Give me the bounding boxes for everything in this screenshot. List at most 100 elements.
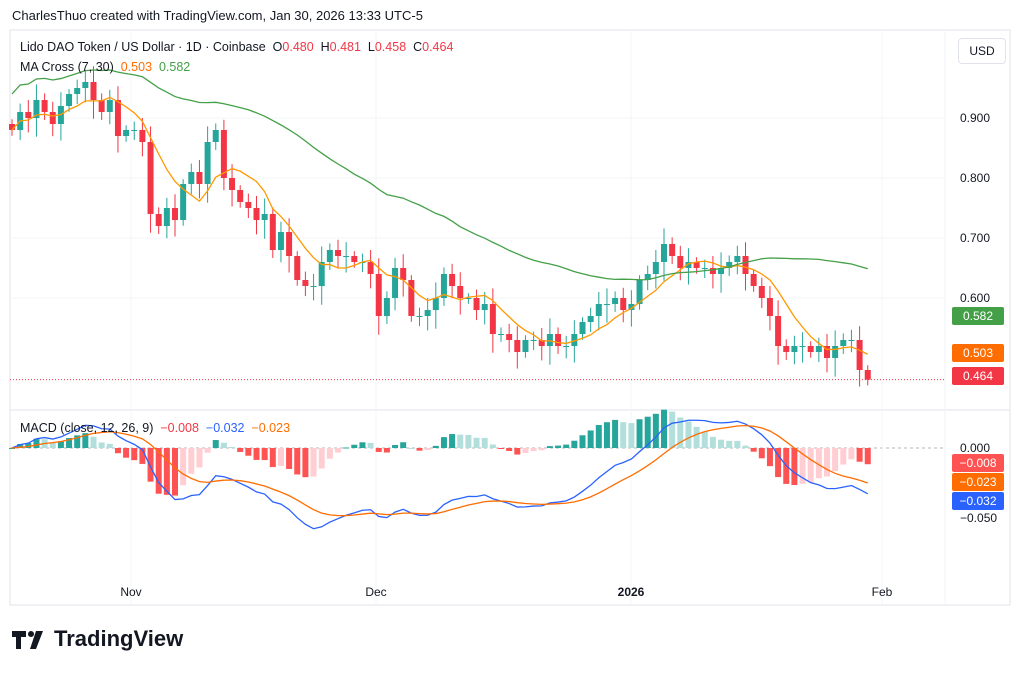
macd-histogram-bar: [473, 437, 480, 448]
macd-histogram-bar: [196, 448, 203, 468]
candle-body: [229, 178, 236, 190]
candle-body: [41, 100, 48, 112]
candle-body: [90, 82, 97, 100]
ma-fast-price-tag: 0.503: [963, 346, 993, 360]
macd-histogram-bar: [538, 448, 545, 451]
candle-body: [758, 286, 765, 298]
macd-histogram-bar: [326, 448, 333, 459]
macd-tick-label: −0.050: [960, 511, 997, 525]
candle-body: [563, 346, 570, 347]
candle-body: [473, 298, 480, 310]
candle-body: [335, 250, 341, 256]
candle-body: [766, 298, 773, 316]
macd-signal-value: −0.023: [251, 421, 291, 435]
macd-line-tag-bg: [952, 492, 1004, 510]
candle-body: [799, 346, 806, 347]
candle-body: [343, 256, 350, 257]
macd-histogram-bar: [546, 446, 553, 448]
macd-histogram-bar: [848, 448, 855, 460]
candle-body: [123, 130, 130, 136]
macd-histogram-bar: [693, 426, 700, 448]
macd-histogram-bar: [571, 440, 578, 448]
macd-histogram-bar: [90, 436, 97, 448]
macd-histogram-bar: [734, 440, 741, 448]
candle-body: [514, 340, 521, 352]
macd-histogram-bar: [832, 448, 839, 471]
macd-tick-label: 0.000: [960, 441, 990, 455]
candle-body: [848, 340, 855, 341]
candle-body: [481, 304, 488, 310]
candle-body: [163, 208, 170, 226]
candle-body: [237, 190, 244, 202]
candle-body: [114, 100, 121, 136]
macd-histogram-bar: [172, 448, 178, 496]
macd-histogram-bar: [49, 442, 56, 448]
candle-body: [392, 268, 399, 298]
macd-histogram-bar: [595, 425, 602, 448]
macd-histogram-bar: [139, 448, 146, 464]
candle-body: [718, 268, 725, 274]
close-label: C: [413, 40, 423, 54]
macd-histogram-bar: [815, 448, 822, 479]
macd-histogram-bar: [612, 419, 619, 448]
macd-histogram-bar: [701, 431, 708, 448]
price-tick-label: 0.900: [960, 111, 990, 125]
time-tick-label: Feb: [872, 585, 893, 599]
ma-slow-line: [11, 69, 868, 281]
candle-body: [367, 262, 374, 274]
candle-body: [416, 316, 423, 317]
candle-body: [212, 130, 219, 142]
macd-histogram-bar: [261, 448, 268, 461]
candle-body: [840, 340, 847, 346]
last-price-tag-bg: [952, 367, 1004, 385]
signal-line: [11, 424, 868, 517]
macd-histogram-bar: [603, 422, 610, 448]
candle-body: [131, 130, 138, 131]
macd-histogram-bar: [269, 448, 276, 468]
macd-histogram-bar: [286, 448, 293, 469]
macd-histogram-bar: [302, 448, 309, 478]
candle-body: [571, 334, 578, 346]
candle-body: [172, 208, 178, 220]
candle-body: [106, 100, 113, 112]
macd-histogram-bar: [709, 436, 716, 448]
candle-body: [603, 304, 610, 305]
macd-histogram-bar: [424, 448, 431, 450]
macd-histogram-bar: [9, 448, 15, 449]
chart-frame: [9, 29, 1011, 606]
candle-body: [139, 130, 146, 142]
candle-body: [33, 100, 40, 118]
macd-histogram-bar: [579, 435, 586, 448]
macd-histogram-bar: [392, 445, 399, 448]
macd-histogram-bar: [726, 440, 733, 448]
macd-histogram-bar: [114, 448, 121, 454]
candle-body: [538, 340, 545, 346]
macd-histogram-bar: [155, 448, 162, 494]
ma-slow-price-tag-bg: [952, 307, 1004, 325]
macd-histogram-bar: [669, 411, 676, 448]
ma-slow-value: 0.582: [158, 60, 191, 74]
macd-legend[interactable]: MACD (close, 12, 26, 9) −0.008 −0.032 −0…: [20, 421, 290, 435]
candle-body: [196, 172, 203, 184]
currency-button[interactable]: USD: [958, 38, 1006, 64]
macd-histogram-bar: [555, 445, 562, 448]
macd-histogram-bar: [25, 443, 32, 448]
candle-body: [652, 262, 659, 274]
macd-hist-tag-bg: [952, 454, 1004, 472]
macd-histogram-bar: [791, 448, 798, 486]
ma-fast-line: [11, 96, 869, 355]
low-value: 0.458: [374, 40, 407, 54]
macd-histogram-bar: [807, 448, 814, 483]
macd-histogram-bar: [432, 445, 439, 448]
macd-histogram-bar: [212, 440, 219, 448]
macd-line-tag: −0.032: [959, 494, 996, 508]
macd-histogram-bar: [742, 445, 749, 448]
candle-body: [383, 298, 390, 316]
candle-body: [522, 340, 529, 352]
candle-body: [25, 112, 32, 118]
candle-body: [277, 232, 284, 250]
ma-legend[interactable]: MA Cross (7, 30) 0.503 0.582: [20, 60, 190, 74]
last-price-tag: 0.464: [963, 369, 993, 383]
candle-body: [498, 334, 504, 335]
